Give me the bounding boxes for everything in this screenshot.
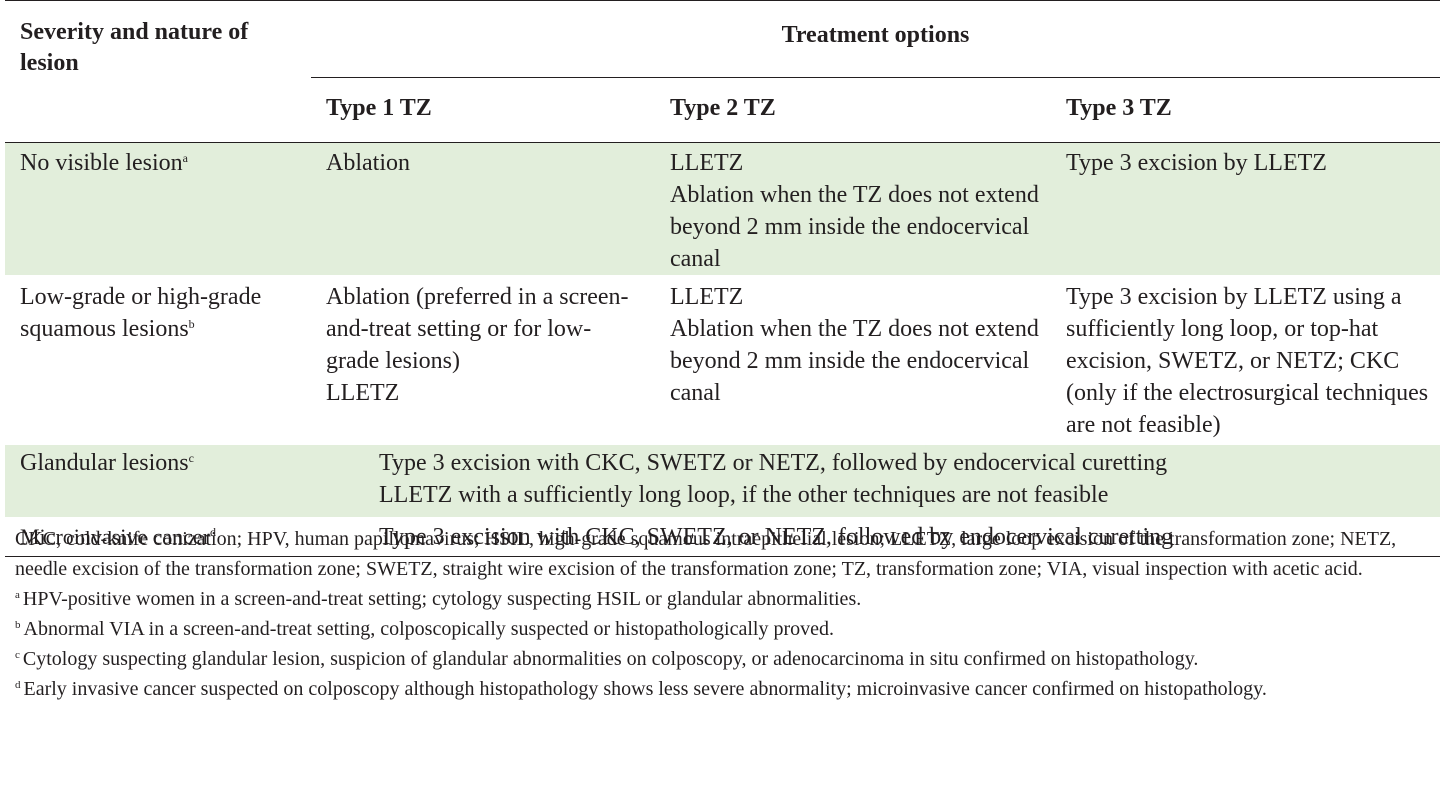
footnote-text: Early invasive cancer suspected on colpo…: [23, 678, 1267, 700]
footnote-text: HPV-positive women in a screen-and-treat…: [22, 588, 862, 610]
treatment-line: Type 3 excision with CKC, SWETZ, or NETZ…: [379, 524, 1174, 550]
header-severity: Severity and nature of lesion: [5, 0, 311, 143]
lesion-cell: Glandular lesionsc: [5, 443, 311, 519]
type3-cell: Type 3 excision by LLETZ using a suffici…: [1051, 276, 1440, 444]
footnote-d: d Early invasive cancer suspected on colp…: [15, 674, 1425, 704]
lesion-cell: Low-grade or high-grade squamous lesions…: [5, 276, 311, 444]
header-treatment-options: Treatment options: [311, 0, 1440, 78]
type2-cell: LLETZ Ablation when the TZ does not exte…: [655, 142, 1051, 277]
type2-line: Ablation when the TZ does not extend bey…: [670, 182, 1039, 272]
header-type3: Type 3 TZ: [1051, 77, 1440, 143]
footnote-b: b Abnormal VIA in a screen-and-treat sett…: [15, 614, 1425, 644]
footnote-mark: a: [15, 589, 20, 601]
type1-cell: Ablation (preferred in a screen-and-trea…: [311, 276, 655, 444]
table-row: No visible lesiona Ablation LLETZ Ablati…: [5, 142, 1440, 277]
type2-line: Ablation when the TZ does not extend bey…: [670, 316, 1039, 406]
type1-line: Ablation: [326, 150, 410, 176]
type2-line: LLETZ: [670, 150, 744, 176]
all-types-cell: Type 3 excision with CKC, SWETZ or NETZ,…: [311, 443, 1440, 519]
type3-line: Type 3 excision by LLETZ using a suffici…: [1066, 284, 1429, 438]
type3-cell: Type 3 excision by LLETZ: [1051, 142, 1440, 277]
table-row: Glandular lesionsc Type 3 excision with …: [5, 443, 1440, 519]
table-row: Low-grade or high-grade squamous lesions…: [5, 276, 1440, 444]
footnote-c: c Cytology suspecting glandular lesion, s…: [15, 644, 1425, 674]
footnote-mark: b: [188, 317, 195, 331]
footnote-mark: c: [188, 451, 194, 465]
lesion-cell: No visible lesiona: [5, 142, 311, 277]
treatment-line: LLETZ with a sufficiently long loop, if …: [379, 482, 1109, 508]
type3-line: Type 3 excision by LLETZ: [1066, 150, 1327, 176]
footnote-mark: d: [15, 679, 21, 691]
type2-cell: LLETZ Ablation when the TZ does not exte…: [655, 276, 1051, 444]
footnote-a: a HPV-positive women in a screen-and-trea…: [15, 584, 1425, 614]
type1-cell: Ablation: [311, 142, 655, 277]
lesion-label: Glandular lesions: [20, 450, 189, 476]
lesion-cell: Microinvasive cancerd: [5, 518, 311, 557]
footnote-text: Cytology suspecting glandular lesion, su…: [22, 648, 1199, 670]
treatment-line: Type 3 excision with CKC, SWETZ or NETZ,…: [379, 450, 1168, 476]
footnote-mark: d: [209, 525, 216, 539]
lesion-label: Microinvasive cancer: [20, 524, 210, 549]
header-type2: Type 2 TZ: [655, 77, 1051, 143]
footnote-mark: b: [15, 619, 21, 631]
abbreviations-note: CKC, cold-knife conization; HPV, human p…: [15, 528, 1397, 580]
table-notes: CKC, cold-knife conization; HPV, human p…: [15, 524, 1425, 704]
footnote-mark: c: [15, 649, 20, 661]
footnote-text: Abnormal VIA in a screen-and-treat setti…: [23, 618, 835, 640]
lesion-label: Low-grade or high-grade squamous lesions: [20, 284, 262, 342]
header-type1: Type 1 TZ: [311, 77, 655, 143]
lesion-label: No visible lesion: [20, 150, 183, 176]
type1-line: Ablation (preferred in a screen-and-trea…: [326, 284, 629, 374]
treatment-table: Severity and nature of lesion Treatment …: [5, 0, 1440, 557]
all-types-cell: Type 3 excision with CKC, SWETZ, or NETZ…: [311, 518, 1440, 557]
type2-line: LLETZ: [670, 284, 744, 310]
table-row: Microinvasive cancerd Type 3 excision wi…: [5, 518, 1440, 557]
footnote-mark: a: [182, 151, 188, 165]
type1-line: LLETZ: [326, 380, 400, 406]
